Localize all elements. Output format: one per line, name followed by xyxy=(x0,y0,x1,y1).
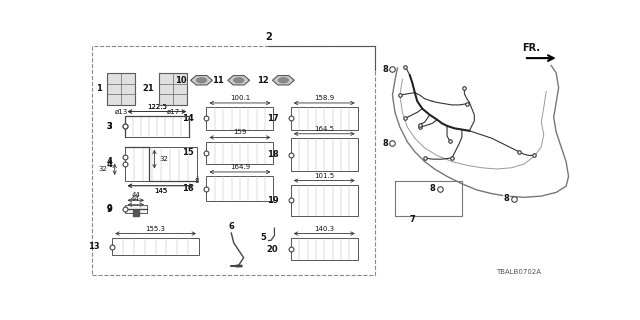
Text: 44: 44 xyxy=(131,196,140,202)
Text: 15: 15 xyxy=(182,148,194,157)
Text: 16: 16 xyxy=(182,184,194,193)
Bar xyxy=(291,108,358,130)
Text: 8: 8 xyxy=(504,194,509,203)
Text: 12: 12 xyxy=(257,76,269,85)
Bar xyxy=(125,147,196,181)
Text: 3: 3 xyxy=(106,122,112,131)
Text: FR.: FR. xyxy=(522,43,540,53)
Text: ø13: ø13 xyxy=(115,108,127,115)
Text: 140.3: 140.3 xyxy=(314,226,334,232)
Text: 155.3: 155.3 xyxy=(146,226,166,232)
Text: 4: 4 xyxy=(106,157,112,166)
Bar xyxy=(291,238,358,260)
Text: 158.9: 158.9 xyxy=(314,95,334,101)
Text: 8: 8 xyxy=(429,184,435,193)
Bar xyxy=(207,142,273,164)
Bar xyxy=(112,238,199,255)
Text: 20: 20 xyxy=(267,244,278,253)
Text: 5: 5 xyxy=(260,234,266,243)
Text: TBALB0702A: TBALB0702A xyxy=(496,269,541,275)
Text: 17: 17 xyxy=(267,114,278,123)
Text: 3: 3 xyxy=(106,122,112,131)
Bar xyxy=(207,176,273,201)
Circle shape xyxy=(234,78,244,83)
Text: 100.1: 100.1 xyxy=(230,95,250,101)
Text: 145: 145 xyxy=(154,188,167,194)
Text: 10: 10 xyxy=(175,76,187,85)
Polygon shape xyxy=(228,76,250,85)
Text: 6: 6 xyxy=(228,221,234,231)
Bar xyxy=(108,73,134,105)
Text: 9: 9 xyxy=(106,204,112,213)
Text: 19: 19 xyxy=(267,196,278,205)
Bar xyxy=(291,138,358,172)
Text: ø17: ø17 xyxy=(166,108,180,115)
Circle shape xyxy=(278,78,288,83)
Text: 2: 2 xyxy=(265,32,272,42)
Text: 101.5: 101.5 xyxy=(314,172,334,179)
Text: 13: 13 xyxy=(88,242,100,251)
Text: 32: 32 xyxy=(99,166,108,172)
Text: 9: 9 xyxy=(106,204,112,213)
Text: 159: 159 xyxy=(233,130,246,135)
Text: 32: 32 xyxy=(159,156,168,162)
Text: 145: 145 xyxy=(154,188,167,194)
Bar xyxy=(291,185,358,216)
Bar xyxy=(125,116,189,137)
Text: 164.5: 164.5 xyxy=(314,126,334,132)
Text: 1: 1 xyxy=(97,84,102,93)
Text: 122.5: 122.5 xyxy=(147,104,167,110)
Bar xyxy=(159,73,187,105)
Bar xyxy=(207,108,273,130)
Text: 44: 44 xyxy=(131,192,140,198)
Text: 14: 14 xyxy=(182,114,194,123)
FancyBboxPatch shape xyxy=(92,46,375,275)
Text: 164.9: 164.9 xyxy=(230,164,250,170)
Text: 8: 8 xyxy=(195,178,199,184)
Polygon shape xyxy=(191,76,212,85)
Text: 122.5: 122.5 xyxy=(147,104,167,110)
Text: 8: 8 xyxy=(382,65,388,74)
Bar xyxy=(125,205,147,213)
Text: 8: 8 xyxy=(382,139,388,148)
Polygon shape xyxy=(273,76,294,85)
Text: 18: 18 xyxy=(267,150,278,159)
Circle shape xyxy=(196,78,207,83)
Text: 4: 4 xyxy=(106,160,112,169)
Text: 21: 21 xyxy=(143,84,154,93)
Text: 11: 11 xyxy=(212,76,224,85)
Text: 7: 7 xyxy=(410,215,415,224)
